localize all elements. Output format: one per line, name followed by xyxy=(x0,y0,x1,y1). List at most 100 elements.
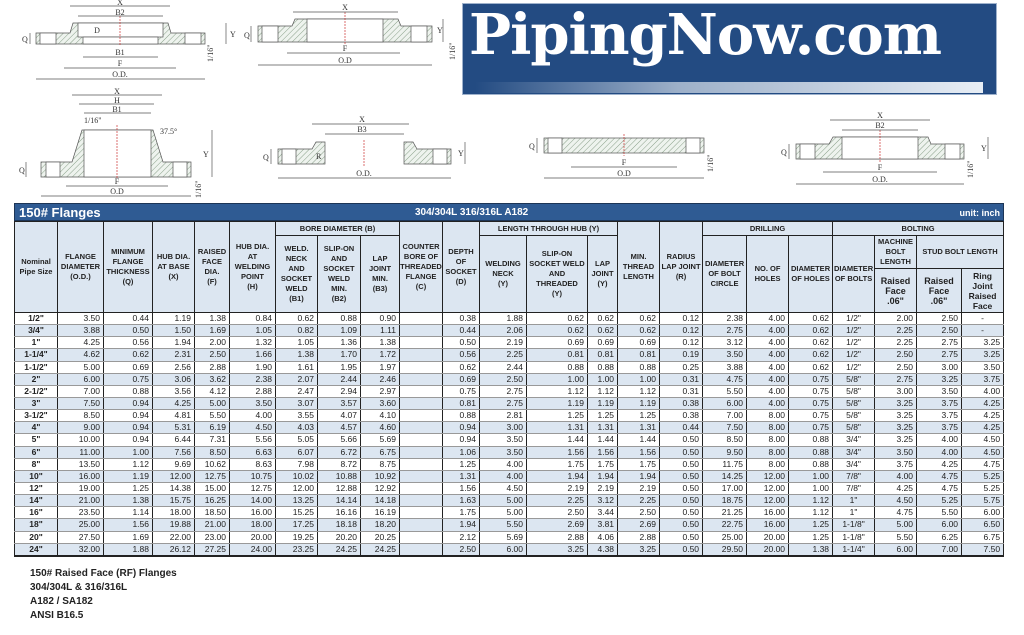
table-cell: 16.19 xyxy=(359,506,401,520)
table-cell: 1.12 xyxy=(788,506,834,520)
table-cell: 4.00 xyxy=(746,361,790,374)
table-cell: 1.94 xyxy=(526,470,589,483)
table-cell xyxy=(399,506,444,520)
table-cell: 7/8" xyxy=(832,482,876,496)
table-cell xyxy=(399,446,444,459)
table-cell: 4.25 xyxy=(961,421,1005,435)
table-cell: 11.00 xyxy=(57,446,104,459)
table-cell: 3.25 xyxy=(961,348,1005,362)
footer-line: A182 / SA182 xyxy=(30,596,93,607)
table-title-bar: 150# Flanges 304/304L 316/316L A182 unit… xyxy=(14,203,1004,221)
table-cell: 16.00 xyxy=(746,506,790,520)
table-cell: 0.75 xyxy=(442,385,481,398)
label: 1/16" xyxy=(966,161,975,179)
table-cell: 12.00 xyxy=(152,470,195,483)
table-cell: 8.50 xyxy=(702,433,748,447)
table-cell: 1/2" xyxy=(832,361,876,374)
table-cell: 0.50 xyxy=(659,470,704,483)
table-cell: 9.69 xyxy=(152,458,195,471)
label: O.D xyxy=(110,187,124,196)
table-cell: 3.25 xyxy=(916,373,963,386)
table-cell: 1.95 xyxy=(317,361,361,374)
table-cell: 4.25 xyxy=(874,482,918,496)
table-cell: 3.75 xyxy=(916,409,963,423)
table-cell: 7.56 xyxy=(152,446,195,459)
table-cell: 1/2" xyxy=(832,324,876,338)
table-cell: 2.75 xyxy=(916,348,963,362)
label: Q xyxy=(19,166,25,175)
table-cell: 3.57 xyxy=(317,397,361,411)
table-cell: 0.31 xyxy=(659,385,704,398)
table-cell: 5.00 xyxy=(57,361,104,374)
table-cell xyxy=(399,494,444,508)
pipingnow-logo: PipingNow.com xyxy=(462,3,997,95)
table-cell: 1.00 xyxy=(526,373,589,386)
table-row: 1-1/4" 4.62 0.62 2.31 2.50 1.66 1.38 1.70 1.72 0.… xyxy=(14,348,1005,362)
table-cell: 7.00 xyxy=(57,385,104,398)
table-cell xyxy=(399,421,444,435)
table-cell: 2.75 xyxy=(702,324,748,338)
table-cell: 14.00 xyxy=(229,494,276,508)
table-cell: 1.12 xyxy=(526,385,589,398)
table-cell: 10.00 xyxy=(57,433,104,447)
table-row: 18" 25.00 1.56 19.88 21.00 18.00 17.25 18.18 18.… xyxy=(14,518,1005,532)
table-cell: 2.19 xyxy=(587,482,619,496)
table-cell: 26.12 xyxy=(152,543,195,557)
table-cell: 3.50 xyxy=(874,446,918,459)
table-cell: 1.25 xyxy=(617,409,661,423)
table-cell: 3.25 xyxy=(874,409,918,423)
label: F xyxy=(622,158,627,167)
table-cell: 0.56 xyxy=(103,336,153,350)
pipe-size-cell: 2" xyxy=(14,373,58,386)
table-cell: 0.69 xyxy=(587,336,619,350)
label: 1/16" xyxy=(206,45,215,63)
table-cell: 3.88 xyxy=(57,324,104,338)
table-cell xyxy=(399,433,444,447)
label: H xyxy=(114,96,120,105)
pipe-size-cell: 20" xyxy=(14,531,58,544)
table-cell: 4.38 xyxy=(587,543,619,557)
table-cell: 12.75 xyxy=(229,482,276,496)
header-counter-bore: COUNTER BORE OF THREADED FLANGE (C) xyxy=(399,221,444,313)
header-stud-bolt-length: STUD BOLT LENGTH xyxy=(916,235,1005,269)
table-cell: 3.25 xyxy=(874,421,918,435)
table-cell: 1.06 xyxy=(442,446,481,459)
label: Q xyxy=(263,153,269,162)
table-cell: 1/2" xyxy=(832,336,876,350)
table-cell xyxy=(399,373,444,386)
table-cell: 2.69 xyxy=(526,518,589,532)
table-cell: 0.88 xyxy=(587,361,619,374)
table-cell xyxy=(399,482,444,496)
table-cell: 1.25 xyxy=(526,409,589,423)
table-cell: 9.00 xyxy=(57,421,104,435)
header-y-welding-neck: WELDING NECK (Y) xyxy=(479,235,528,313)
pipe-size-cell: 8" xyxy=(14,458,58,471)
table-cell: 2.88 xyxy=(194,361,230,374)
table-cell: 1.38 xyxy=(103,494,153,508)
table-cell: 3.50 xyxy=(916,385,963,398)
table-cell: 0.50 xyxy=(659,494,704,508)
table-cell: 18.18 xyxy=(317,518,361,532)
table-cell: 0.75 xyxy=(103,373,153,386)
table-cell: 4.57 xyxy=(317,421,361,435)
table-cell: 0.94 xyxy=(103,409,153,423)
table-cell: 2.25 xyxy=(617,494,661,508)
table-cell: 0.62 xyxy=(617,312,661,326)
table-cell: 2.50 xyxy=(916,312,963,326)
table-cell: 4.00 xyxy=(961,385,1005,398)
table-cell: 6.75 xyxy=(961,531,1005,544)
table-cell: 3.50 xyxy=(479,433,528,447)
table-cell: 0.50 xyxy=(659,506,704,520)
table-cell: 5.75 xyxy=(961,494,1005,508)
table-cell: 3/4" xyxy=(832,433,876,447)
table-cell: 5/8" xyxy=(832,409,876,423)
table-cell: 1.61 xyxy=(275,361,318,374)
table-cell: 1.31 xyxy=(442,470,481,483)
table-cell: 27.50 xyxy=(57,531,104,544)
table-cell: 4.75 xyxy=(916,482,963,496)
table-cell: 1.12 xyxy=(617,385,661,398)
table-cell: 18.50 xyxy=(194,506,230,520)
label: R xyxy=(316,152,322,161)
table-cell: 6.72 xyxy=(317,446,361,459)
table-cell: 2.19 xyxy=(526,482,589,496)
